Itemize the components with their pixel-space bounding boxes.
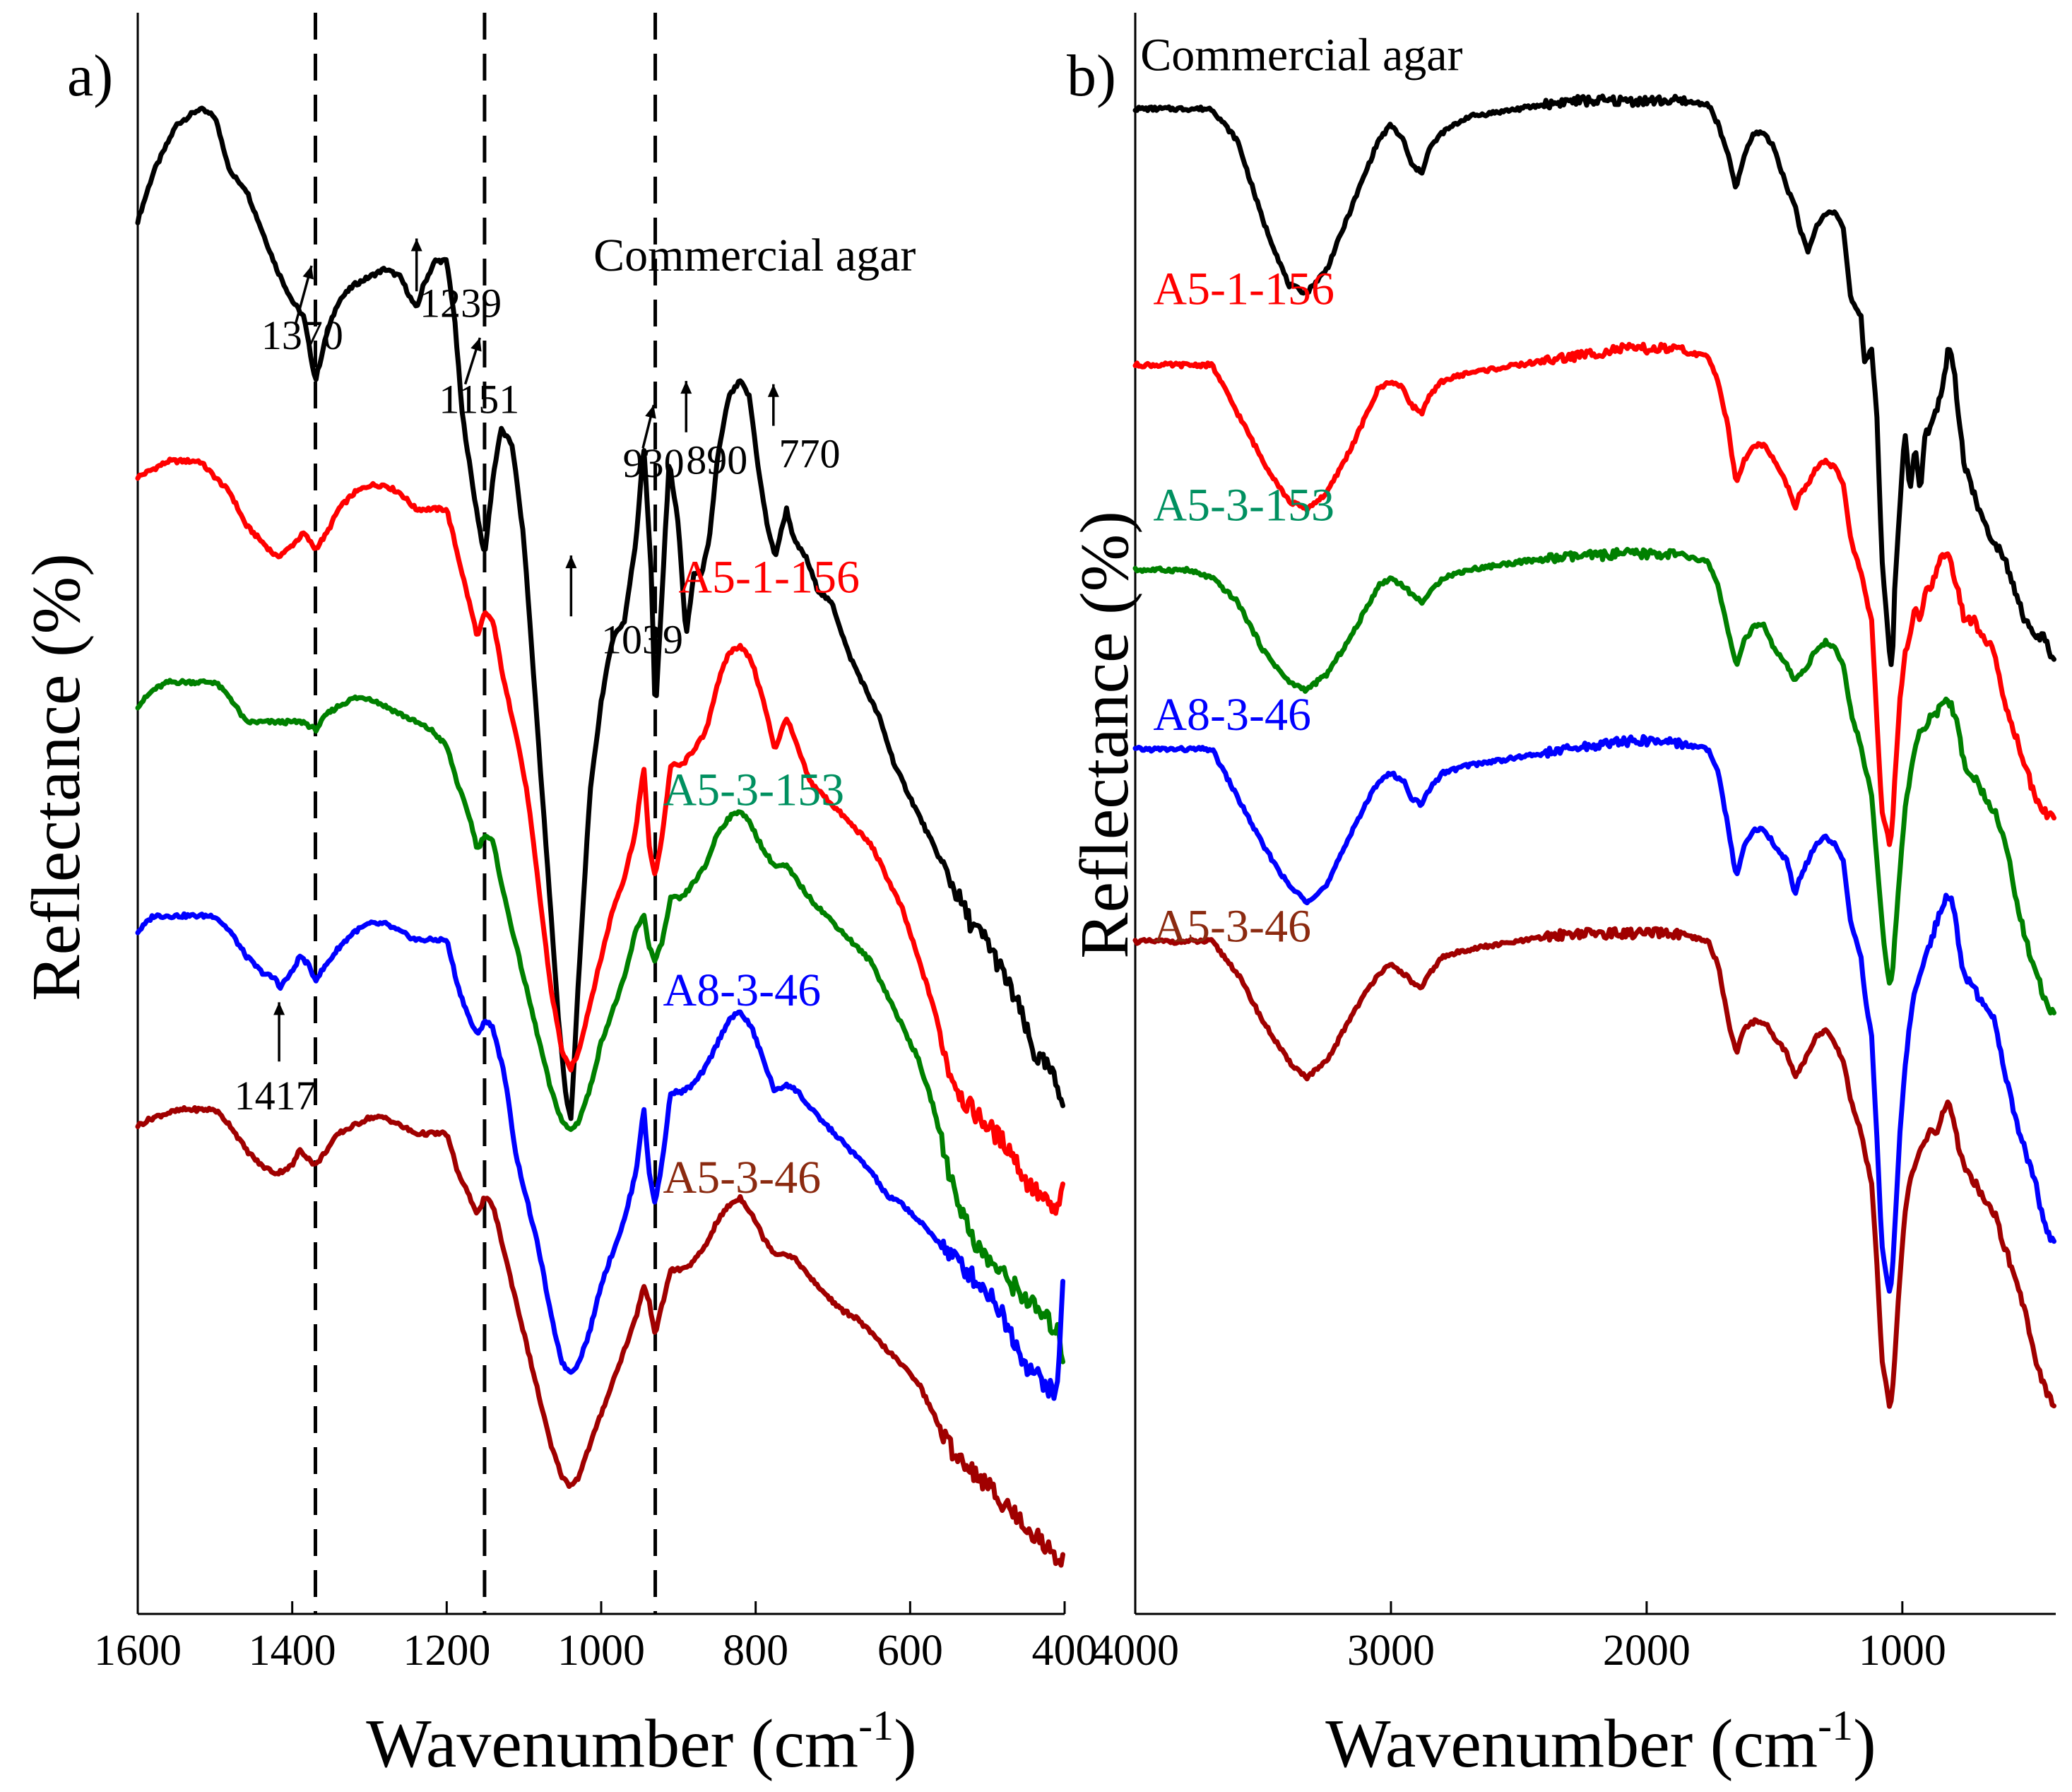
- spectrum-commercial-agar: [1132, 93, 2056, 667]
- panel-a-peak-annotations: 1370 1239 1151 1039 930 890 770 1417: [235, 238, 840, 1119]
- panel-a-series-labels: Commercial agar A5-1-156 A5-3-153 A8-3-46 A5…: [593, 230, 916, 1203]
- panel-a-y-axis-title: Reflectance (%): [18, 553, 95, 1001]
- series-label-a5-3-153: A5-3-153: [1153, 479, 1334, 531]
- spectrum-a5-3-153: [1132, 546, 2056, 1015]
- annotation-arrowhead-1151: [470, 337, 482, 352]
- x-tick-label: 1000: [557, 1627, 645, 1675]
- spectrum-a8-3-46: [1132, 733, 2056, 1294]
- spectrum-a5-3-46: [1132, 926, 2056, 1409]
- annotation-label-1417: 1417: [235, 1073, 316, 1119]
- x-tick-label: 1400: [249, 1627, 336, 1675]
- x-tick-label: 800: [723, 1627, 788, 1675]
- x-tick-label: 1200: [403, 1627, 490, 1675]
- x-tick-label: 600: [877, 1627, 943, 1675]
- x-tick-label: 1600: [94, 1627, 182, 1675]
- panel-b-y-axis-title: Reflectance (%): [1067, 511, 1143, 959]
- panel-a-spectra: [135, 105, 1065, 1568]
- spectrum-a5-3-46: [135, 1105, 1065, 1568]
- annotation-label-1039: 1039: [601, 616, 683, 662]
- panel-a-x-ticks: 1600 1400 1200 1000 800 600 400: [94, 1601, 1098, 1675]
- spectrum-a5-3-153: [135, 678, 1065, 1364]
- x-tick-label: 400: [1032, 1627, 1098, 1675]
- spectrum-a5-1-156: [135, 456, 1065, 1216]
- panel-a-reference-lines: [313, 13, 658, 1614]
- x-tick-label: 2000: [1603, 1627, 1691, 1675]
- x-tick-label: 3000: [1347, 1627, 1435, 1675]
- series-label-a5-3-153: A5-3-153: [663, 765, 844, 816]
- annotation-label-890: 890: [686, 437, 747, 483]
- panel-a: a) Commercial agar A5-1-156 A5-3-153 A8-3-4…: [18, 13, 1098, 1782]
- annotation-label-770: 770: [779, 431, 840, 477]
- panel-b-series-labels: Commercial agar A5-1-156 A5-3-153 A8-3-46 A5…: [1140, 30, 1462, 953]
- series-label-a5-1-156: A5-1-156: [678, 551, 860, 603]
- series-label-a5-3-46: A5-3-46: [663, 1152, 821, 1203]
- annotation-label-1239: 1239: [420, 281, 502, 326]
- panel-b-x-ticks: 4000 3000 2000 1000: [1091, 1601, 1946, 1675]
- panel-b-label: b): [1067, 43, 1116, 109]
- x-tick-label: 1000: [1859, 1627, 1946, 1675]
- series-label-commercial-agar: Commercial agar: [593, 230, 916, 281]
- annotation-arrowhead-770: [767, 384, 779, 397]
- annotation-label-1370: 1370: [261, 312, 343, 358]
- spectrum-commercial-agar: [135, 105, 1065, 1121]
- annotation-arrowhead-930: [645, 405, 656, 419]
- annotation-arrowhead-1039: [565, 555, 577, 569]
- series-label-a8-3-46: A8-3-46: [1153, 689, 1311, 741]
- series-label-a8-3-46: A8-3-46: [663, 965, 821, 1016]
- annotation-arrowhead-890: [680, 381, 692, 394]
- spectrum-a8-3-46: [135, 911, 1065, 1401]
- annotation-label-1151: 1151: [439, 377, 519, 423]
- panel-b-x-axis-title: Wavenumber (cm-1): [1325, 1702, 1876, 1782]
- panel-b: b) Commercial agar A5-1-156 A5-3-153 A8-3-4…: [1067, 13, 2056, 1782]
- panel-b-spectra: [1132, 93, 2056, 1409]
- panel-a-label: a): [67, 43, 113, 109]
- annotation-arrowhead-1370: [302, 266, 314, 280]
- annotation-label-930: 930: [623, 440, 685, 486]
- x-tick-label: 4000: [1091, 1627, 1179, 1675]
- series-label-a5-3-46: A5-3-46: [1153, 900, 1311, 952]
- panel-a-x-axis-title: Wavenumber (cm-1): [366, 1702, 917, 1782]
- annotation-arrowhead-1417: [273, 1002, 285, 1015]
- series-label-commercial-agar: Commercial agar: [1140, 30, 1462, 81]
- annotation-arrowhead-1239: [410, 238, 422, 252]
- series-label-a5-1-156: A5-1-156: [1153, 263, 1334, 314]
- spectrum-a5-1-156: [1132, 341, 2056, 847]
